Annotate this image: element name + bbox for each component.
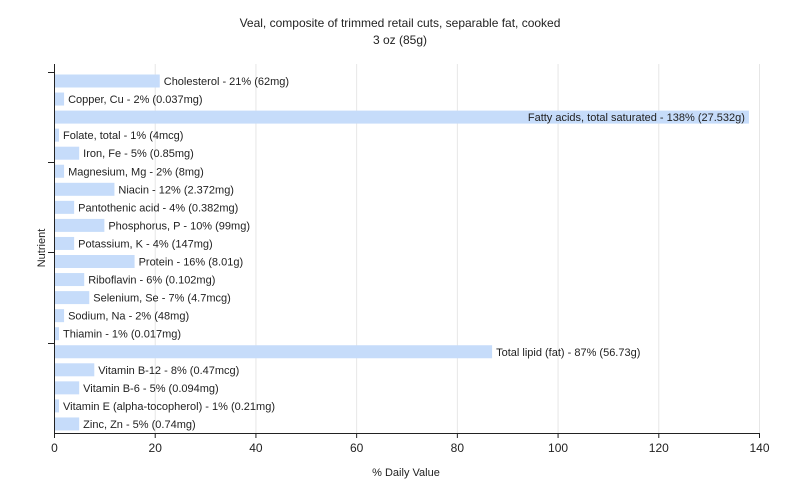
x-tick-label: 100 xyxy=(548,441,568,455)
x-tick-label: 80 xyxy=(451,441,465,455)
bar-label: Vitamin B-6 - 5% (0.094mg) xyxy=(83,383,219,395)
bar-label: Fatty acids, total saturated - 138% (27.… xyxy=(528,112,745,124)
bar xyxy=(55,309,65,323)
bar xyxy=(55,291,90,305)
chart-title: Veal, composite of trimmed retail cuts, … xyxy=(240,16,561,30)
bar-label: Magnesium, Mg - 2% (8mg) xyxy=(68,166,204,178)
x-tick-label: 0 xyxy=(51,441,58,455)
x-tick-label: 60 xyxy=(350,441,364,455)
bar xyxy=(55,417,80,431)
bar xyxy=(55,255,135,268)
bar-label: Phosphorus, P - 10% (99mg) xyxy=(108,220,250,232)
grid xyxy=(154,64,760,433)
bar xyxy=(55,128,60,142)
bar xyxy=(55,164,65,178)
bar xyxy=(55,218,105,232)
bar-label: Cholesterol - 21% (62mg) xyxy=(164,76,289,88)
bar-label: Vitamin E (alpha-tocopherol) - 1% (0.21m… xyxy=(63,401,275,413)
bar-label: Niacin - 12% (2.372mg) xyxy=(118,184,234,196)
x-axis-title: % Daily Value xyxy=(372,467,440,479)
bar xyxy=(55,363,95,377)
bar-label: Potassium, K - 4% (147mg) xyxy=(78,238,213,250)
bar-label: Total lipid (fat) - 87% (56.73g) xyxy=(496,347,640,359)
bar-label: Selenium, Se - 7% (4.7mcg) xyxy=(93,293,231,305)
bar xyxy=(55,327,60,341)
bar xyxy=(55,381,80,395)
bar xyxy=(55,110,749,124)
y-axis-title: Nutrient xyxy=(36,229,48,268)
x-tick-label: 120 xyxy=(649,441,669,455)
bar xyxy=(55,74,160,88)
bar-label: Protein - 16% (8.01g) xyxy=(139,257,244,269)
bar xyxy=(55,236,75,250)
bar xyxy=(55,399,60,413)
bar-label: Sodium, Na - 2% (48mg) xyxy=(68,311,189,323)
x-tick-label: 20 xyxy=(149,441,163,455)
bar-label: Riboflavin - 6% (0.102mg) xyxy=(88,275,215,287)
bar xyxy=(55,146,80,160)
chart-subtitle: 3 oz (85g) xyxy=(373,33,427,47)
bar-label: Folate, total - 1% (4mcg) xyxy=(63,130,183,142)
bars: Cholesterol - 21% (62mg) Copper, Cu - 2% … xyxy=(55,74,749,431)
axes: 0 20 40 60 80 100 120 140 xyxy=(48,64,770,455)
x-tick-label: 140 xyxy=(749,441,769,455)
bar xyxy=(55,92,65,106)
bar xyxy=(55,200,75,214)
bar xyxy=(55,273,85,287)
x-tick-label: 40 xyxy=(249,441,263,455)
bar xyxy=(55,182,115,196)
bar-label: Zinc, Zn - 5% (0.74mg) xyxy=(83,419,195,431)
bar-label: Copper, Cu - 2% (0.037mg) xyxy=(68,94,203,106)
bar xyxy=(55,345,493,359)
bar-label: Iron, Fe - 5% (0.85mg) xyxy=(83,148,194,160)
bar-label: Thiamin - 1% (0.017mg) xyxy=(63,329,181,341)
bar-label: Vitamin B-12 - 8% (0.47mcg) xyxy=(98,365,239,377)
bar-label: Pantothenic acid - 4% (0.382mg) xyxy=(78,202,238,214)
